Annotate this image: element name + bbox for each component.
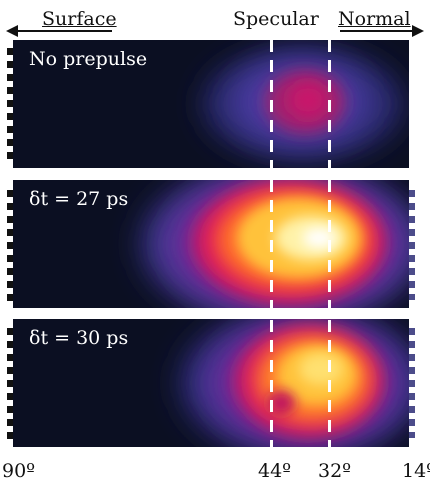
- panel-1-tick-strip: [7, 48, 15, 162]
- angle-label-32: 32º: [318, 460, 352, 482]
- angle-label-14: 14º: [402, 460, 430, 482]
- panel-label-30ps: δt = 30 ps: [29, 327, 129, 349]
- panel-2-right-tick-strip: [409, 190, 415, 300]
- emission-panel-30ps: δt = 30 ps: [13, 319, 409, 447]
- emission-image-30ps: [13, 319, 409, 447]
- angle-label-44: 44º: [258, 460, 292, 482]
- emission-panel-no-prepulse: No prepulse: [13, 40, 409, 168]
- panel-label-27ps: δt = 27 ps: [29, 188, 129, 210]
- normal-angle-dashed-line: [328, 40, 331, 447]
- emission-image-no-prepulse: [13, 40, 409, 168]
- panel-3-tick-strip: [7, 328, 15, 442]
- surface-direction-arrow: [6, 25, 112, 37]
- panel-2-tick-strip: [7, 190, 15, 304]
- normal-label: Normal: [338, 8, 411, 30]
- specular-angle-dashed-line: [270, 40, 273, 447]
- panel-label-no-prepulse: No prepulse: [29, 48, 148, 70]
- panel-3-right-tick-strip: [409, 328, 415, 438]
- surface-label: Surface: [42, 8, 117, 30]
- angle-label-90: 90º: [2, 460, 36, 482]
- specular-label: Specular: [233, 8, 319, 30]
- emission-panel-27ps: δt = 27 ps: [13, 180, 409, 308]
- normal-direction-arrow: [340, 25, 424, 37]
